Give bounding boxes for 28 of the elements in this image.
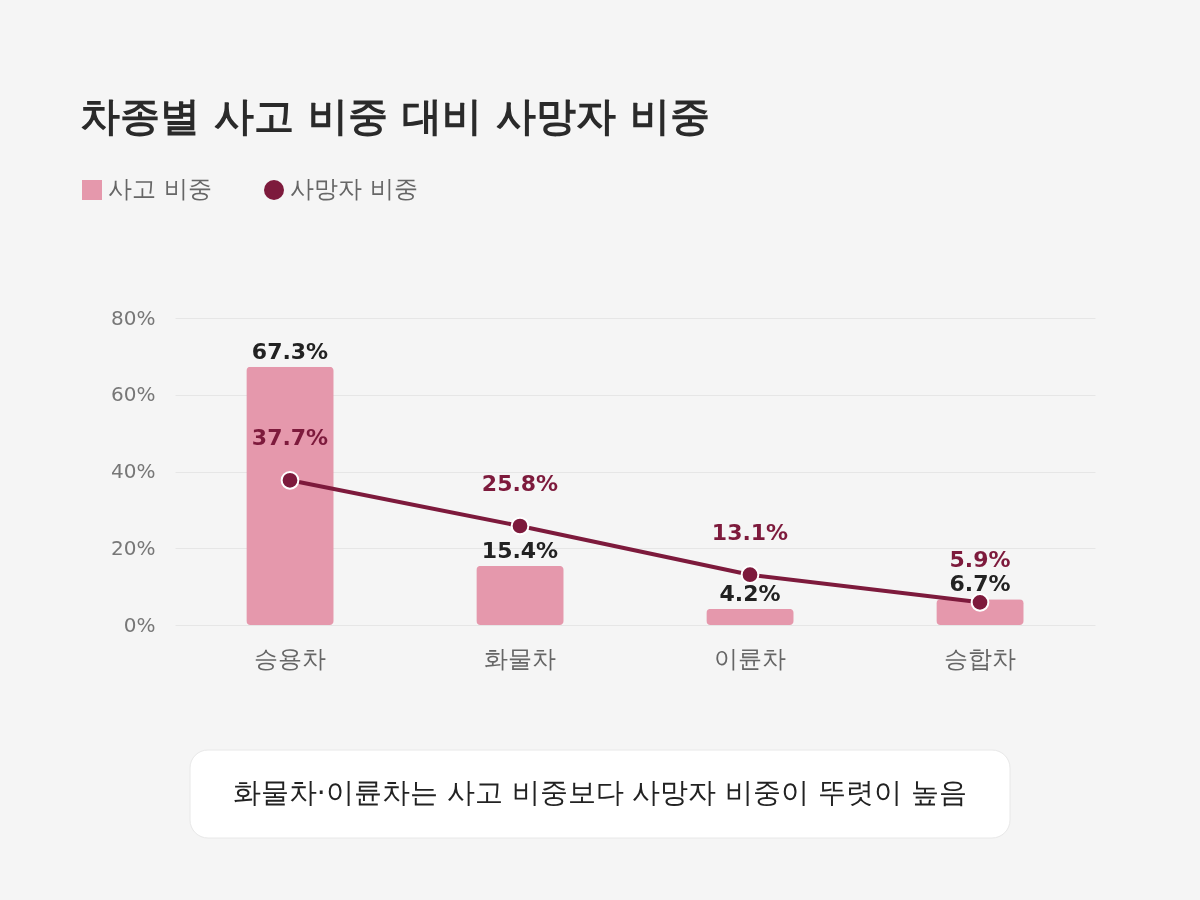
y-tick-label: 80% [111,305,156,330]
point [280,470,300,490]
data-label: 4.2% [719,580,781,606]
y-tick-label: 60% [111,382,156,407]
y-tick-label: 40% [111,459,156,483]
x-tick-label: 승합차 [944,644,1016,673]
data-label: 25.8% [481,470,559,496]
y-tick-label: 20% [111,535,156,560]
point [970,593,990,612]
data-label: 6.7% [949,571,1011,597]
y-tick-label: 0% [123,612,156,637]
x-tick-label: 화물차 [484,644,556,673]
point [510,516,530,536]
point [740,565,760,585]
data-label: 5.9% [949,547,1011,573]
data-label: 15.4% [481,537,559,563]
data-label: 37.7% [251,425,329,451]
bar [476,565,564,625]
legend-label: 사망자 비중 [290,175,418,203]
bar [706,608,794,625]
x-tick-label: 승용차 [254,644,326,673]
bar [246,366,334,625]
text: 화물차·이륜차는 사고 비중보다 사망자 비중이 뚜렷이 높음 [232,776,968,809]
data-label: 13.1% [711,519,789,545]
data-label: 67.3% [251,338,329,364]
x-tick-label: 이륜차 [714,644,786,673]
chart-title: 차종별 사고 비중 대비 사망자 비중 [80,93,710,139]
legend-label: 사고 비중 [108,175,212,203]
